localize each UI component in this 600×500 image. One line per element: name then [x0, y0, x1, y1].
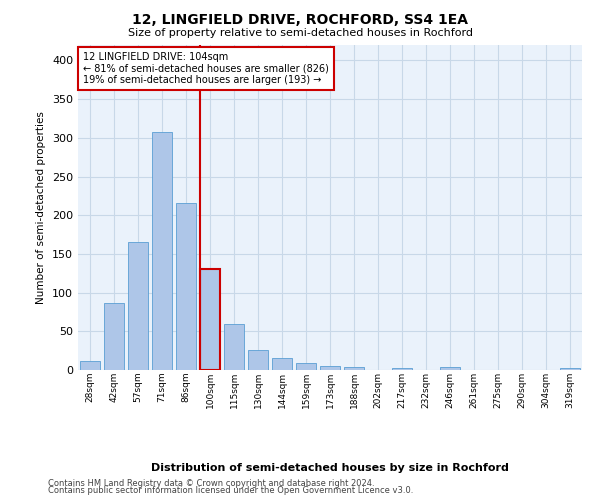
Bar — [176, 203, 196, 370]
Text: 12, LINGFIELD DRIVE, ROCHFORD, SS4 1EA: 12, LINGFIELD DRIVE, ROCHFORD, SS4 1EA — [132, 12, 468, 26]
Text: Size of property relative to semi-detached houses in Rochford: Size of property relative to semi-detach… — [128, 28, 473, 38]
Bar — [272, 358, 292, 370]
Bar — [152, 132, 172, 370]
Bar — [440, 367, 460, 370]
X-axis label: Distribution of semi-detached houses by size in Rochford: Distribution of semi-detached houses by … — [151, 464, 509, 473]
Bar — [128, 242, 148, 370]
Bar — [560, 368, 580, 370]
Text: Contains HM Land Registry data © Crown copyright and database right 2024.: Contains HM Land Registry data © Crown c… — [48, 478, 374, 488]
Bar — [104, 302, 124, 370]
Bar — [392, 368, 412, 370]
Bar — [296, 363, 316, 370]
Text: 12 LINGFIELD DRIVE: 104sqm
← 81% of semi-detached houses are smaller (826)
19% o: 12 LINGFIELD DRIVE: 104sqm ← 81% of semi… — [83, 52, 329, 84]
Text: Contains public sector information licensed under the Open Government Licence v3: Contains public sector information licen… — [48, 486, 413, 495]
Bar — [320, 366, 340, 370]
Y-axis label: Number of semi-detached properties: Number of semi-detached properties — [37, 111, 46, 304]
Bar — [248, 350, 268, 370]
Bar — [80, 360, 100, 370]
Bar — [224, 324, 244, 370]
Bar — [344, 367, 364, 370]
Bar — [200, 270, 220, 370]
